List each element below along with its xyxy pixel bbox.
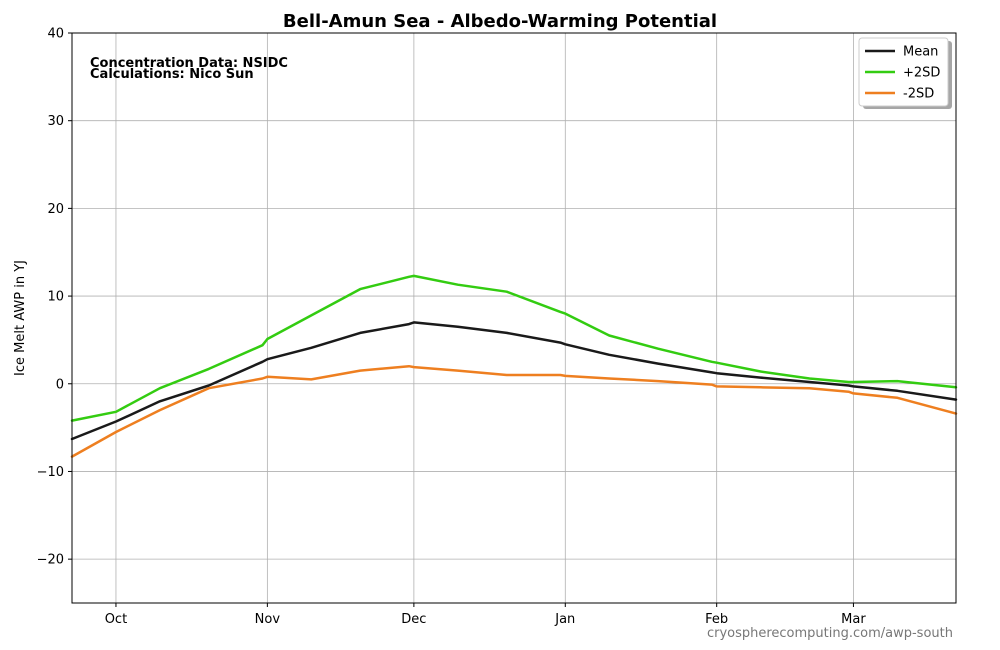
y-tick-label: −10 <box>37 465 64 480</box>
series-line-mean <box>70 321 958 441</box>
grid <box>72 32 956 603</box>
legend-label: -2SD <box>903 87 934 102</box>
x-tick-label: Dec <box>401 612 426 627</box>
y-tick-label: 40 <box>47 27 64 42</box>
legend-box <box>858 37 949 107</box>
y-tick-label: 10 <box>47 290 64 305</box>
y-axis-label: Ice Melt AWP in YJ <box>13 260 28 376</box>
y-tick-label: 30 <box>47 114 64 129</box>
chart-title: Bell-Amun Sea - Albedo-Warming Potential <box>283 11 717 32</box>
x-tick-label: Nov <box>255 612 281 627</box>
x-tick-label: Mar <box>841 612 866 627</box>
y-tick-label: −20 <box>37 553 64 568</box>
source-url: cryospherecomputing.com/awp-south <box>707 626 953 641</box>
y-tick-label: 20 <box>47 202 64 217</box>
series-line-2sd <box>70 274 958 422</box>
y-tick-label: 0 <box>56 377 64 392</box>
axis-ticks: −20 −10 0 10 20 30 40 Oct Nov Dec Jan Feb Mar <box>37 27 867 628</box>
x-tick-label: Oct <box>105 612 127 627</box>
annotation-calculations: Calculations: Nico Sun <box>90 67 254 82</box>
legend: Mean +2SD -2SD <box>858 37 952 109</box>
series-line-2sd <box>70 364 958 458</box>
legend-items: Mean +2SD -2SD <box>865 45 940 102</box>
annotation-concentration: Concentration Data: NSIDC <box>90 56 288 71</box>
series-lines <box>70 274 958 458</box>
plot-frame <box>71 32 957 604</box>
x-tick-label: Jan <box>554 612 575 627</box>
legend-label: Mean <box>903 45 938 60</box>
legend-label: +2SD <box>903 66 940 81</box>
x-tick-label: Feb <box>705 612 728 627</box>
